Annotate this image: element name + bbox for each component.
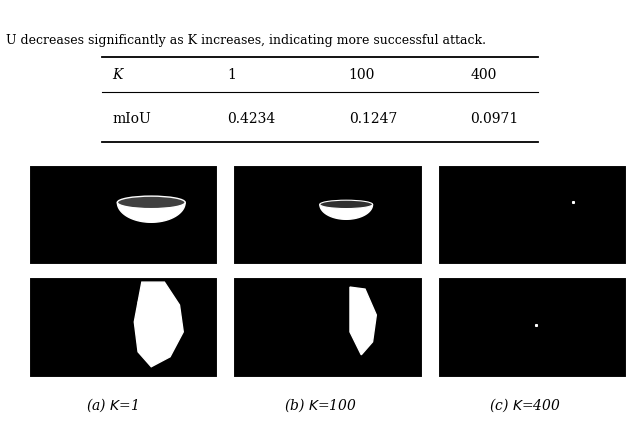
Ellipse shape: [320, 200, 372, 209]
Text: mIoU: mIoU: [112, 112, 151, 126]
Text: 0.1247: 0.1247: [349, 112, 397, 126]
Text: (c) $K$=400: (c) $K$=400: [489, 396, 561, 414]
Polygon shape: [138, 297, 157, 317]
Text: 0.4234: 0.4234: [227, 112, 275, 126]
Polygon shape: [134, 282, 183, 367]
Text: (b) $K$=100: (b) $K$=100: [284, 396, 356, 414]
Polygon shape: [350, 287, 376, 355]
Text: U decreases significantly as K increases, indicating more successful attack.: U decreases significantly as K increases…: [6, 34, 486, 47]
Ellipse shape: [117, 196, 185, 209]
Text: K: K: [112, 68, 122, 82]
Text: 0.0971: 0.0971: [470, 112, 518, 126]
Text: (a) $K$=1: (a) $K$=1: [86, 396, 138, 414]
Text: 400: 400: [470, 68, 497, 82]
Text: 1: 1: [227, 68, 236, 82]
Polygon shape: [320, 204, 372, 219]
Polygon shape: [117, 202, 185, 222]
Text: 100: 100: [349, 68, 375, 82]
